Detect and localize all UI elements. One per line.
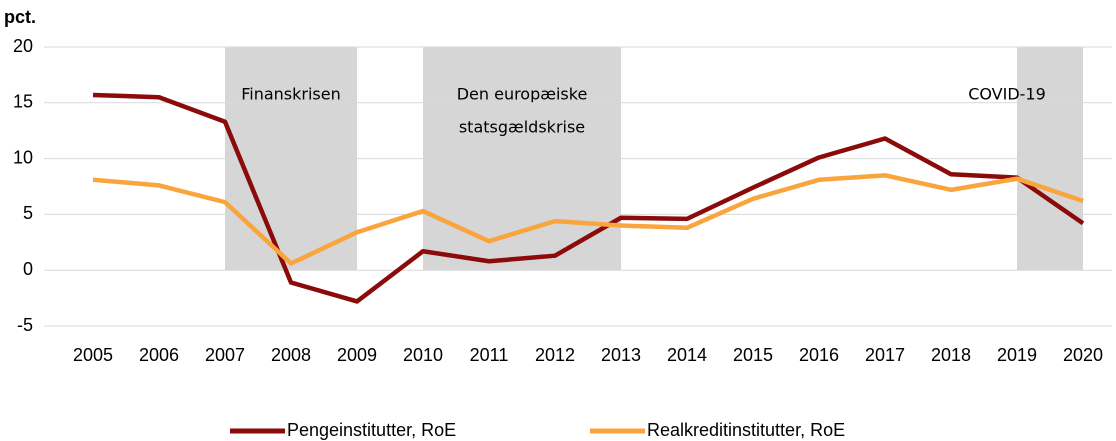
y-tick-label: 5	[23, 203, 33, 223]
x-tick-label: 2013	[601, 345, 641, 365]
x-tick-label: 2015	[733, 345, 773, 365]
x-tick-label: 2008	[271, 345, 311, 365]
y-tick-label: 20	[13, 36, 33, 56]
period-label: Finanskrisen	[241, 85, 341, 104]
x-tick-label: 2017	[865, 345, 905, 365]
series-line	[92, 173, 1084, 266]
x-tick-label: 2006	[139, 345, 179, 365]
legend-label: Realkreditinstitutter, RoE	[647, 420, 845, 440]
x-tick-label: 2011	[470, 345, 509, 365]
x-tick-label: 2007	[205, 345, 245, 365]
x-tick-label: 2020	[1063, 345, 1103, 365]
period-label: COVID-19	[968, 85, 1046, 104]
x-tick-label: 2019	[997, 345, 1037, 365]
x-tick-label: 2012	[535, 345, 575, 365]
period-label: Den europæiske	[457, 85, 588, 104]
x-tick-label: 2005	[73, 345, 113, 365]
legend-label: Pengeinstitutter, RoE	[287, 420, 456, 440]
x-tick-label: 2018	[931, 345, 971, 365]
period-label: statsgældskrise	[459, 118, 585, 137]
y-axis-label: pct.	[4, 7, 36, 27]
y-tick-label: -5	[17, 315, 33, 335]
y-tick-label: 10	[13, 147, 33, 167]
x-tick-label: 2009	[337, 345, 377, 365]
y-tick-label: 0	[23, 259, 33, 279]
x-tick-label: 2016	[799, 345, 839, 365]
y-tick-label: 15	[13, 92, 33, 112]
x-tick-label: 2014	[667, 345, 707, 365]
x-tick-label: 2010	[403, 345, 443, 365]
series-line	[92, 92, 1085, 304]
